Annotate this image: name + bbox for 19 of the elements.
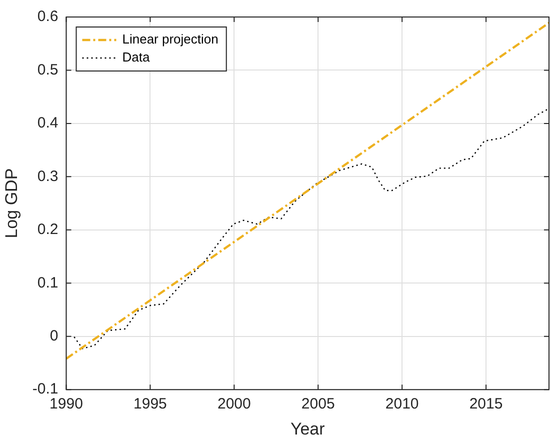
- y-tick-label: 0.2: [37, 221, 58, 238]
- x-tick-label: 2010: [385, 396, 419, 413]
- legend-label: Data: [122, 50, 150, 65]
- x-tick-label: 2015: [469, 396, 503, 413]
- y-tick-label: 0.1: [37, 274, 58, 292]
- x-tick-label: 1990: [50, 396, 83, 413]
- x-tick-label: 2000: [217, 396, 251, 413]
- x-axis-title: Year: [290, 419, 326, 438]
- y-tick-label: 0.5: [37, 61, 58, 78]
- y-tick-label: 0.4: [37, 114, 58, 132]
- y-axis-title: Log GDP: [2, 168, 21, 238]
- x-tick-label: 1995: [134, 396, 167, 413]
- y-tick-label: -0.1: [32, 380, 58, 398]
- line-series: [74, 108, 549, 350]
- y-tick-label: 0.3: [37, 168, 58, 185]
- y-tick-label: 0.6: [37, 8, 58, 26]
- legend-label: Linear projection: [122, 32, 218, 47]
- x-tick-label: 2005: [301, 396, 335, 413]
- y-tick-label: 0: [50, 328, 58, 345]
